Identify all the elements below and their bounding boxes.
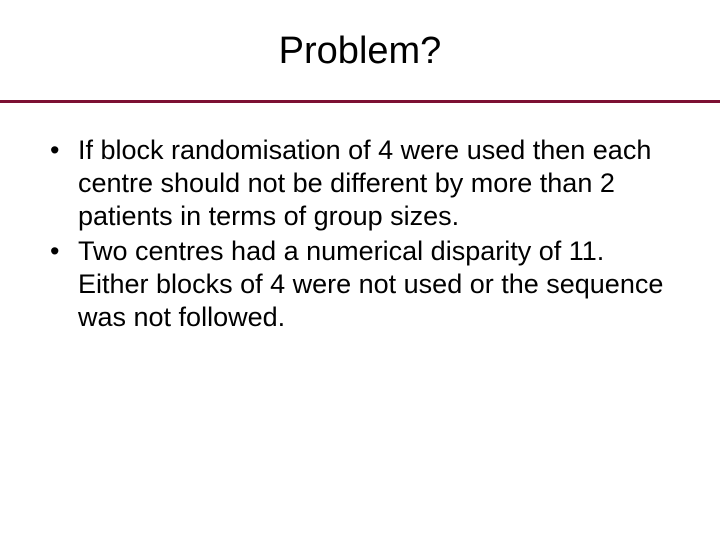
- slide-body: If block randomisation of 4 were used th…: [44, 134, 664, 336]
- bullet-item: Two centres had a numerical disparity of…: [44, 235, 664, 334]
- bullet-list: If block randomisation of 4 were used th…: [44, 134, 664, 334]
- slide-title: Problem?: [40, 30, 680, 73]
- slide: Problem? If block randomisation of 4 wer…: [0, 0, 720, 540]
- title-underline: [0, 100, 720, 103]
- bullet-item: If block randomisation of 4 were used th…: [44, 134, 664, 233]
